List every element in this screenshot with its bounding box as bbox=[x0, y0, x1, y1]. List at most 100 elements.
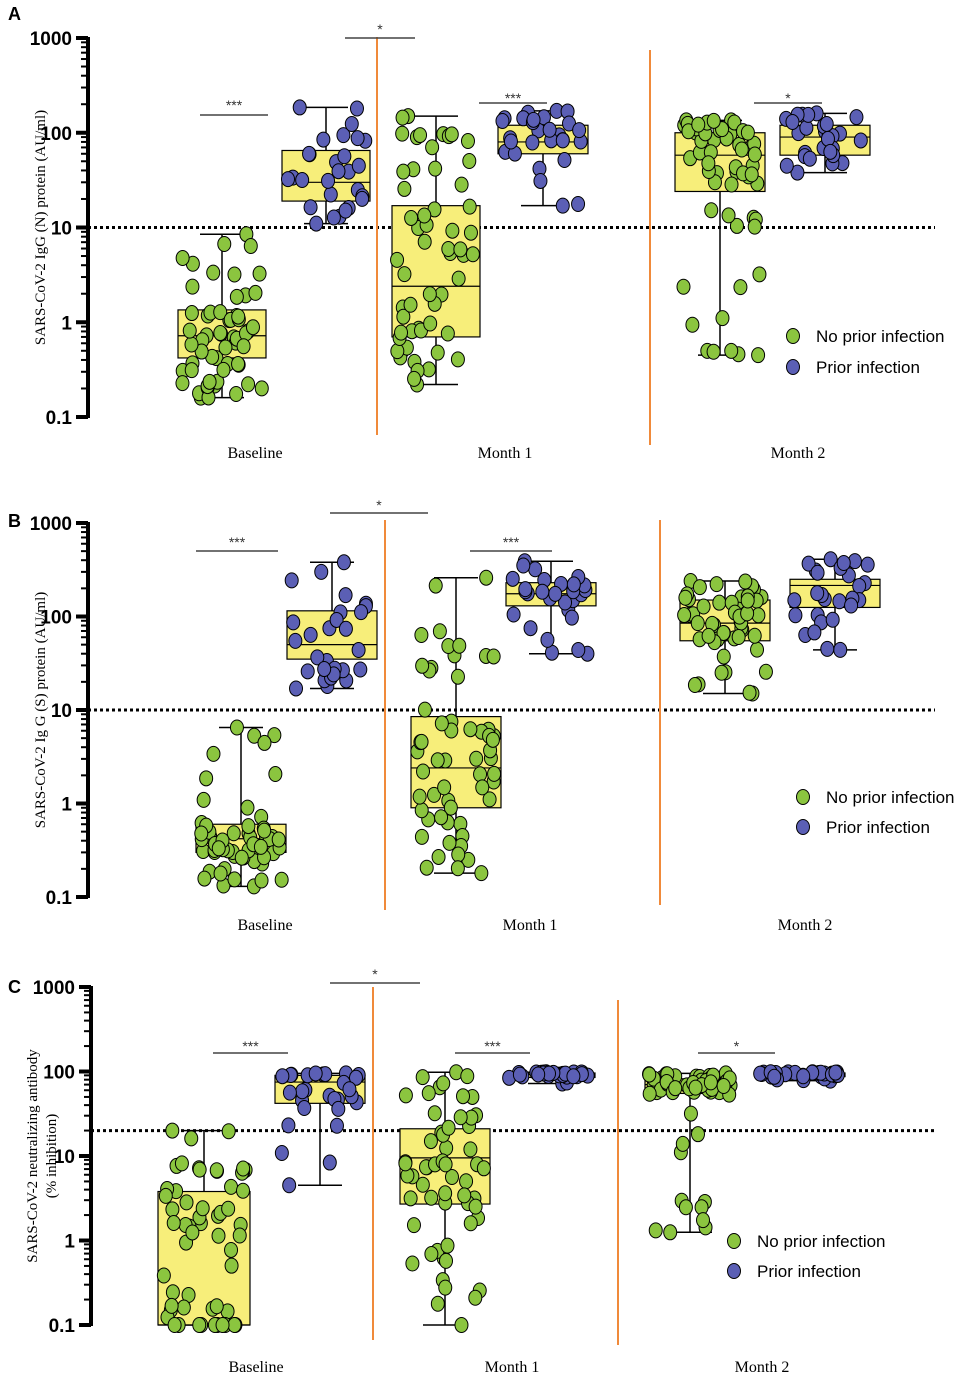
data-point-no_prior bbox=[206, 745, 221, 762]
data-point-no_prior bbox=[439, 1252, 454, 1269]
data-point-no_prior bbox=[424, 1189, 439, 1206]
data-point-no_prior bbox=[403, 1190, 418, 1207]
data-point-prior bbox=[558, 594, 573, 611]
data-point-prior bbox=[542, 121, 557, 138]
data-point-no_prior bbox=[195, 1200, 210, 1217]
data-point-prior bbox=[353, 661, 368, 678]
panel-b: B 0.1 1 10 100 1000 SARS-CoV-2 Ig G (S) protei… bbox=[8, 497, 955, 934]
data-point-prior bbox=[321, 172, 336, 189]
data-point-no_prior bbox=[468, 1289, 483, 1306]
data-point-no_prior bbox=[423, 315, 438, 332]
data-point-no_prior bbox=[417, 701, 432, 718]
y-tick-label: 100 bbox=[40, 124, 72, 145]
data-point-no_prior bbox=[715, 310, 730, 327]
data-point-no_prior bbox=[175, 375, 190, 392]
data-point-no_prior bbox=[404, 209, 419, 226]
data-point-no_prior bbox=[438, 1185, 453, 1202]
data-point-no_prior bbox=[417, 233, 432, 250]
data-point-no_prior bbox=[229, 719, 244, 736]
category-label: Baseline bbox=[228, 1359, 283, 1376]
data-point-no_prior bbox=[231, 355, 246, 372]
data-point-prior bbox=[555, 197, 570, 214]
data-point-no_prior bbox=[751, 347, 766, 364]
data-point-prior bbox=[571, 642, 586, 659]
data-point-prior bbox=[275, 1068, 290, 1085]
y-tick-label: 1000 bbox=[33, 978, 75, 999]
box-no_prior-month-2 bbox=[642, 1065, 738, 1241]
data-point-prior bbox=[331, 1100, 346, 1117]
data-point-no_prior bbox=[231, 308, 246, 325]
data-point-no_prior bbox=[724, 176, 739, 193]
data-point-prior bbox=[548, 585, 563, 602]
data-point-prior bbox=[303, 199, 318, 216]
data-point-no_prior bbox=[453, 241, 468, 258]
data-point-prior bbox=[295, 172, 310, 189]
data-point-prior bbox=[849, 109, 864, 126]
data-point-no_prior bbox=[733, 279, 748, 296]
data-point-no_prior bbox=[174, 1155, 189, 1172]
data-point-no_prior bbox=[678, 1199, 693, 1216]
data-point-no_prior bbox=[430, 1295, 445, 1312]
data-point-no_prior bbox=[747, 218, 762, 235]
data-point-prior bbox=[571, 196, 586, 213]
y-axis-label: SARS-CoV-2 Ig G (S) protein (AU/ml) bbox=[33, 592, 49, 829]
data-point-no_prior bbox=[701, 155, 716, 172]
data-point-prior bbox=[329, 611, 344, 628]
data-point-no_prior bbox=[254, 380, 269, 397]
data-point-no_prior bbox=[758, 663, 773, 680]
significance-label: * bbox=[372, 966, 378, 982]
data-point-prior bbox=[535, 583, 550, 600]
data-point-prior bbox=[326, 209, 341, 226]
data-point-no_prior bbox=[459, 1173, 474, 1190]
data-point-no_prior bbox=[422, 286, 437, 303]
data-point-prior bbox=[555, 132, 570, 149]
y-tick-label: 0.1 bbox=[46, 888, 73, 909]
data-point-no_prior bbox=[405, 1255, 420, 1272]
legend-label: Prior infection bbox=[826, 818, 930, 837]
data-point-no_prior bbox=[390, 251, 405, 268]
data-point-no_prior bbox=[252, 265, 267, 282]
data-point-no_prior bbox=[721, 207, 736, 224]
data-point-no_prior bbox=[690, 1126, 705, 1143]
data-point-no_prior bbox=[243, 237, 258, 254]
data-point-no_prior bbox=[213, 304, 228, 321]
data-point-prior bbox=[820, 640, 835, 657]
significance-label: *** bbox=[226, 97, 243, 113]
data-point-no_prior bbox=[439, 1140, 454, 1157]
data-point-no_prior bbox=[709, 576, 724, 593]
data-point-no_prior bbox=[271, 831, 286, 848]
data-point-no_prior bbox=[476, 1160, 491, 1177]
data-point-prior bbox=[785, 113, 800, 130]
data-point-no_prior bbox=[469, 750, 484, 767]
box-prior-baseline bbox=[284, 554, 378, 697]
data-point-no_prior bbox=[687, 677, 702, 694]
data-point-prior bbox=[564, 609, 579, 626]
data-point-prior bbox=[807, 624, 822, 641]
data-point-prior bbox=[323, 186, 338, 203]
data-point-prior bbox=[819, 115, 834, 132]
data-point-no_prior bbox=[396, 163, 411, 180]
significance-label: *** bbox=[505, 90, 522, 106]
box-prior-month-2 bbox=[779, 105, 871, 181]
data-point-no_prior bbox=[213, 865, 228, 882]
data-point-no_prior bbox=[431, 848, 446, 865]
significance-label: * bbox=[785, 90, 791, 106]
significance-label: * bbox=[377, 21, 383, 37]
data-point-no_prior bbox=[430, 752, 445, 769]
data-point-no_prior bbox=[184, 1130, 199, 1147]
data-point-prior bbox=[349, 100, 364, 117]
data-point-no_prior bbox=[232, 1227, 247, 1244]
box-no_prior-baseline bbox=[156, 1122, 253, 1333]
data-point-prior bbox=[329, 1117, 344, 1134]
data-point-no_prior bbox=[427, 1105, 442, 1122]
significance-label: *** bbox=[503, 534, 520, 550]
data-point-no_prior bbox=[253, 838, 268, 855]
data-point-prior bbox=[802, 150, 817, 167]
data-point-no_prior bbox=[462, 152, 477, 169]
data-point-prior bbox=[338, 620, 353, 637]
data-point-prior bbox=[823, 551, 838, 568]
data-point-no_prior bbox=[247, 727, 262, 744]
data-point-no_prior bbox=[454, 1317, 469, 1333]
data-point-no_prior bbox=[248, 284, 263, 301]
data-point-no_prior bbox=[688, 1079, 703, 1096]
